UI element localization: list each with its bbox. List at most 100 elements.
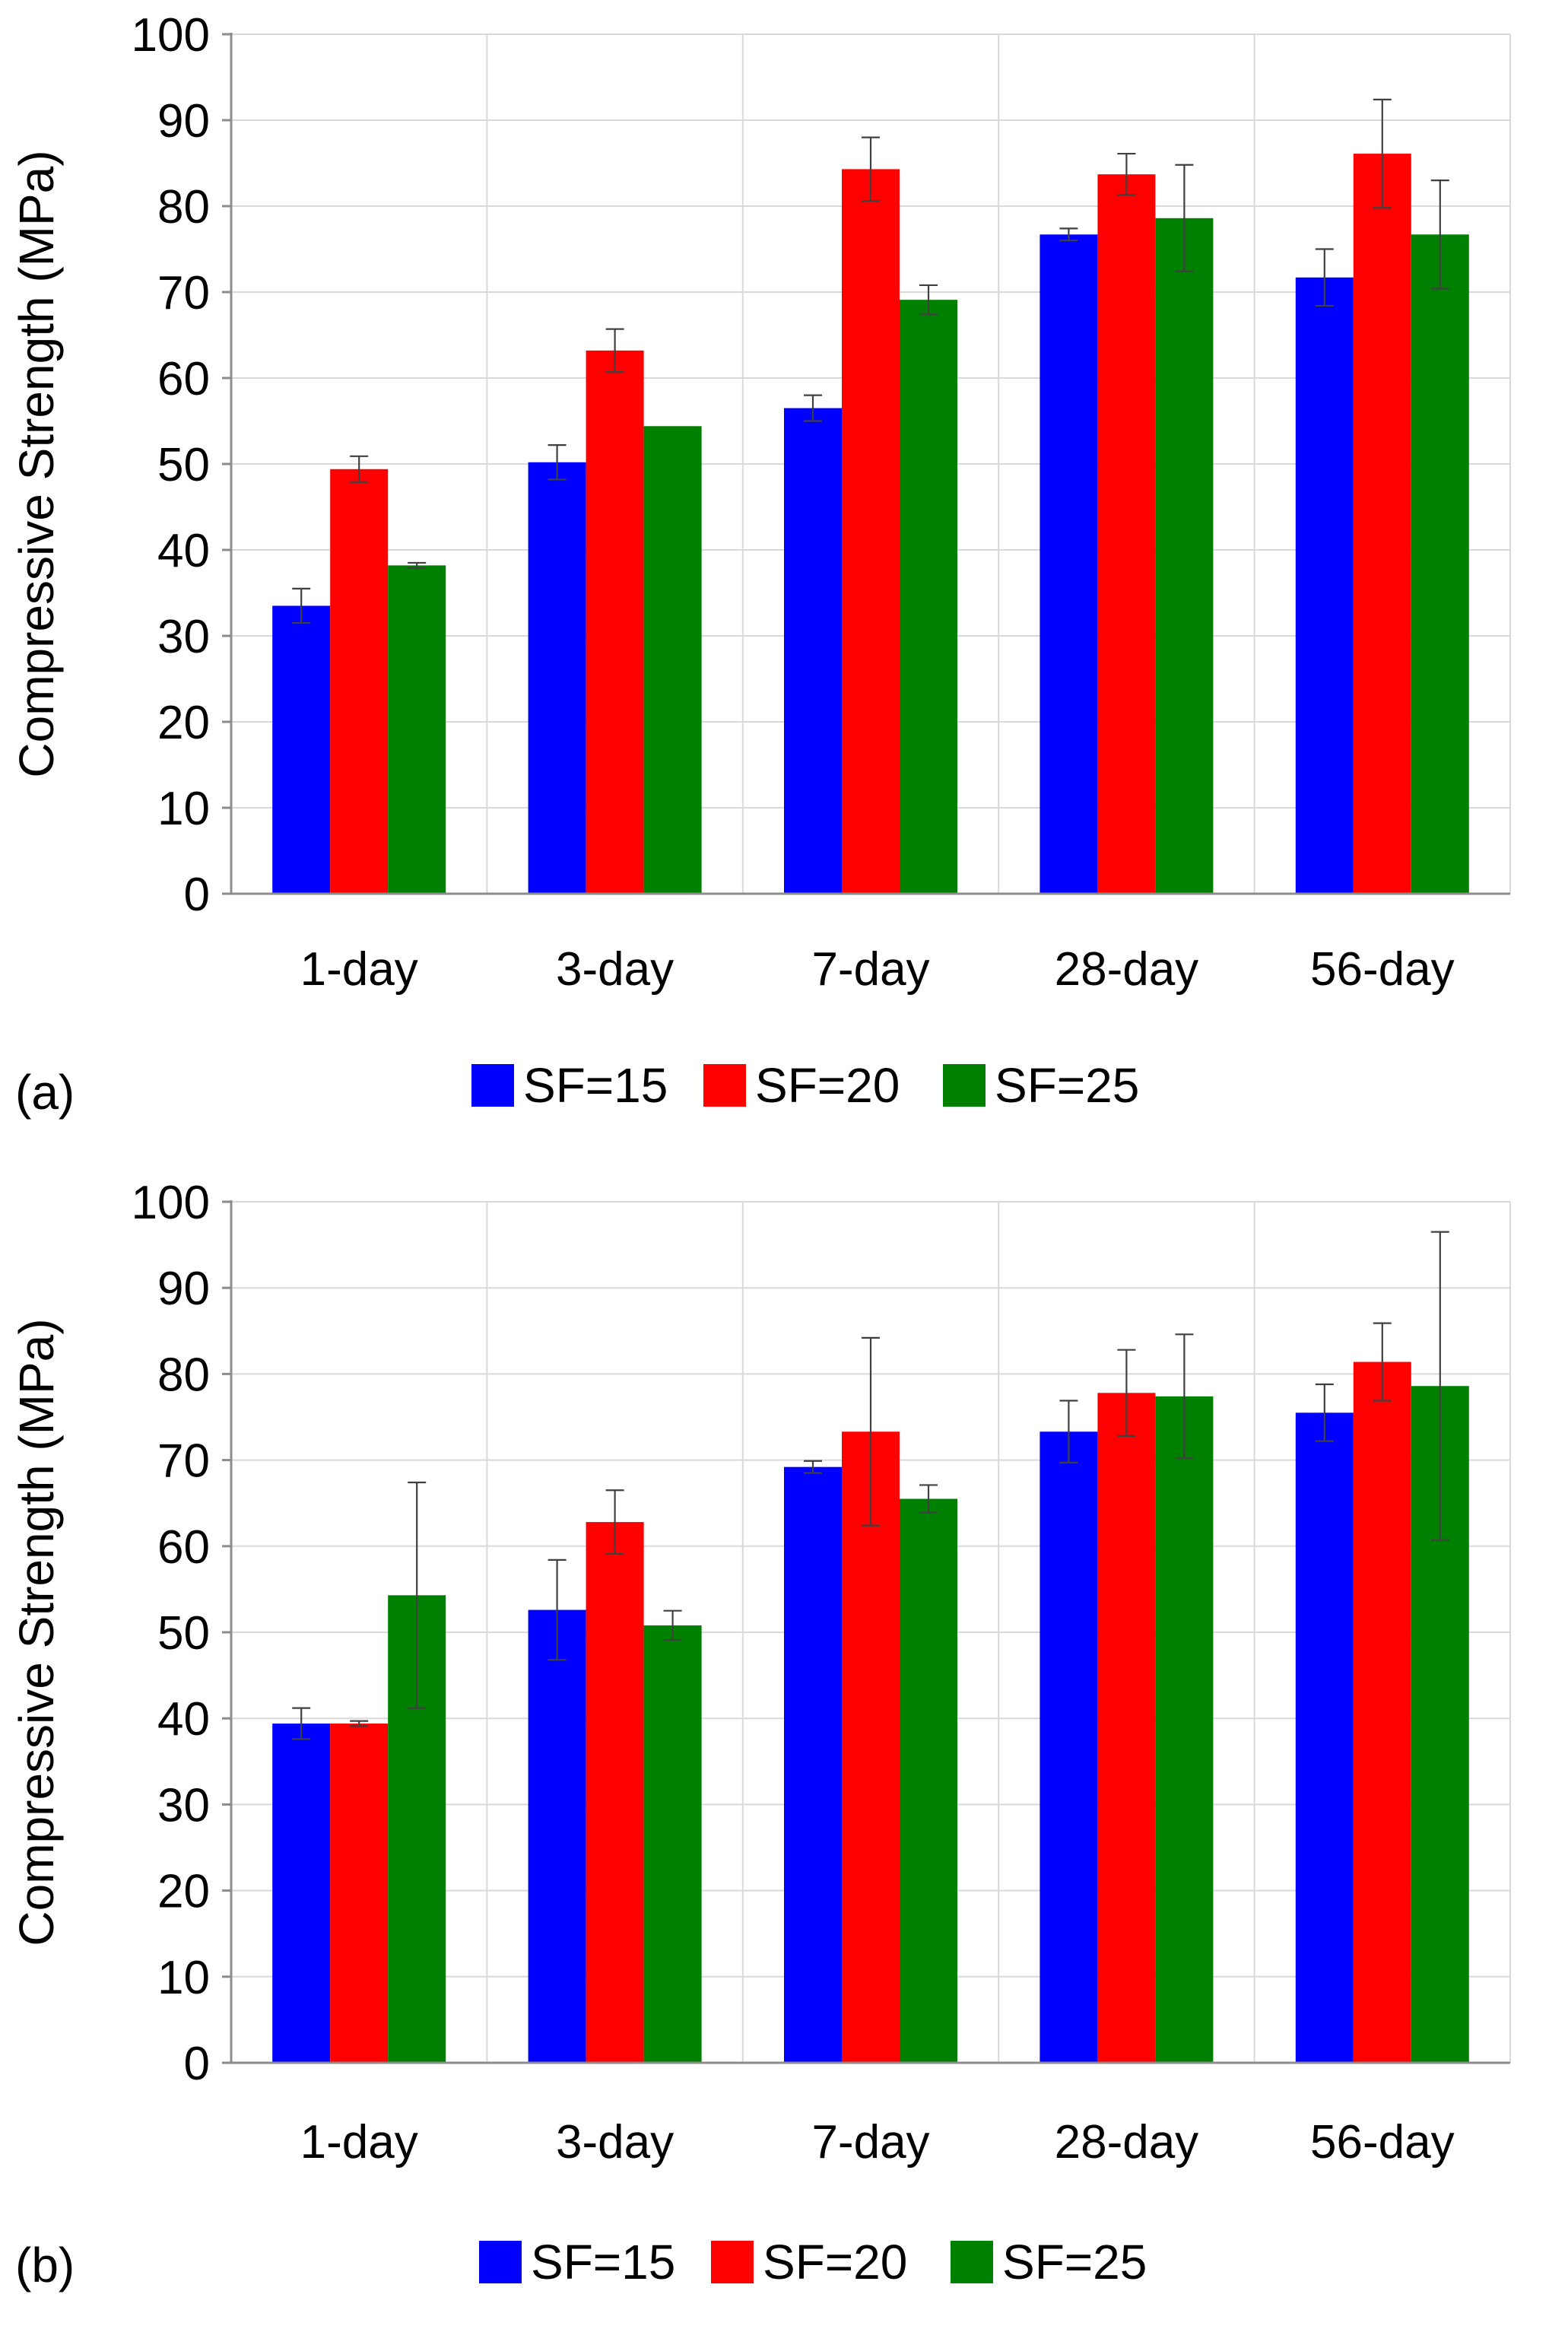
chart-b-legend-swatch-sf-25 xyxy=(951,2241,993,2283)
chart-b-bar-sf-20-3-day xyxy=(586,1522,644,2063)
chart-b-y-tick-label: 60 xyxy=(157,1521,210,1574)
chart-a-legend-label-sf-15: SF=15 xyxy=(523,1058,668,1113)
chart-b-bar-sf-25-28-day xyxy=(1155,1396,1214,2063)
chart-a-legend-label-sf-25: SF=25 xyxy=(995,1058,1139,1113)
chart-a-bar-sf-25-1-day xyxy=(388,565,446,894)
chart-b-errorbar-sf-25-1-day xyxy=(408,1481,427,1709)
chart-b-errorbar-sf-20-1-day xyxy=(350,1720,369,1727)
chart-b-errorbar-sf-15-3-day xyxy=(548,1558,567,1661)
chart-b-y-tick-label: 40 xyxy=(157,1693,210,1746)
chart-a-bar-sf-15-1-day xyxy=(272,605,331,894)
chart-a-errorbar-sf-20-1-day xyxy=(350,455,369,483)
chart-b-bar-sf-15-3-day xyxy=(528,1609,586,2063)
chart-a-legend-item-sf-15: SF=15 xyxy=(471,1058,668,1113)
chart-a-x-tick-label-7-day: 7-day xyxy=(811,943,929,996)
chart-a-legend-item-sf-20: SF=20 xyxy=(703,1058,900,1113)
chart-a-bar-sf-15-28-day xyxy=(1040,234,1098,894)
chart-a-errorbar-sf-15-56-day xyxy=(1315,248,1334,307)
chart-a-legend-label-sf-20: SF=20 xyxy=(755,1058,900,1113)
chart-a-errorbar-sf-15-28-day xyxy=(1059,227,1078,242)
chart-b-errorbar-sf-15-7-day xyxy=(804,1460,822,1474)
chart-a-errorbar-sf-15-1-day xyxy=(292,587,311,624)
chart-a-y-tick-label: 40 xyxy=(157,525,210,577)
chart-b-y-tick-label: 50 xyxy=(157,1607,210,1660)
chart-a-y-tick-label: 90 xyxy=(157,95,210,148)
chart-a-panel-label: (a) xyxy=(15,1065,75,1120)
chart-a-bar-sf-15-56-day xyxy=(1295,277,1354,894)
chart-b-y-tick-label: 90 xyxy=(157,1263,210,1315)
chart-b-bar-sf-20-7-day xyxy=(842,1431,900,2063)
chart-a-errorbar-sf-25-7-day xyxy=(919,284,938,316)
chart-a-y-tick-label: 80 xyxy=(157,181,210,234)
chart-a-bar-sf-20-7-day xyxy=(842,169,900,894)
chart-b-errorbar-sf-20-28-day xyxy=(1117,1349,1136,1438)
chart-b-y-tick-label: 20 xyxy=(157,1866,210,1918)
chart-a-legend-item-sf-25: SF=25 xyxy=(943,1058,1139,1113)
chart-a-y-tick-label: 50 xyxy=(157,439,210,491)
chart-b-legend-item-sf-25: SF=25 xyxy=(951,2235,1147,2289)
chart-a-bar-sf-20-56-day xyxy=(1353,154,1411,894)
chart-b-y-tick-label: 70 xyxy=(157,1435,210,1488)
chart-b-panel-label: (b) xyxy=(15,2238,75,2292)
chart-a-y-tick-label: 100 xyxy=(132,9,210,62)
chart-b-errorbar-sf-15-1-day xyxy=(292,1707,311,1740)
chart-b-x-tick-label-3-day: 3-day xyxy=(556,2116,674,2169)
chart-b-y-tick-label: 80 xyxy=(157,1349,210,1401)
chart-b-legend-swatch-sf-15 xyxy=(479,2241,522,2283)
chart-a-x-tick-label-56-day: 56-day xyxy=(1310,943,1455,996)
chart-b-errorbar-sf-25-3-day xyxy=(663,1609,682,1641)
chart-b-x-tick-label-28-day: 28-day xyxy=(1055,2116,1199,2169)
chart-a-errorbar-sf-20-3-day xyxy=(605,328,624,373)
chart-b-errorbar-sf-20-3-day xyxy=(605,1489,624,1555)
chart-a-legend: SF=15 SF=20 SF=25 xyxy=(471,1058,1139,1113)
chart-a-legend-swatch-sf-25 xyxy=(943,1064,986,1107)
chart-b-legend-label-sf-25: SF=25 xyxy=(1002,2235,1147,2289)
chart-b-errorbar-sf-20-56-day xyxy=(1373,1322,1392,1402)
chart-a-errorbar-sf-25-56-day xyxy=(1430,180,1449,290)
chart-b-y-tick-label: 10 xyxy=(157,1952,210,2004)
chart-a-y-axis-title: Compressive Strength (MPa) xyxy=(9,150,64,777)
chart-b-legend-item-sf-20: SF=20 xyxy=(711,2235,907,2289)
chart-a-y-tick-label: 70 xyxy=(157,267,210,319)
chart-a-legend-swatch-sf-20 xyxy=(703,1064,746,1107)
chart-a-bar-sf-20-28-day xyxy=(1097,174,1156,894)
chart-b-y-tick-label: 100 xyxy=(132,1177,210,1229)
chart-b-errorbar-sf-25-7-day xyxy=(919,1484,938,1514)
chart-b-errorbar-sf-25-28-day xyxy=(1175,1333,1194,1460)
chart-a-bar-sf-20-3-day xyxy=(586,350,644,894)
chart-b-bar-sf-15-56-day xyxy=(1295,1412,1354,2063)
chart-b-y-tick-label: 30 xyxy=(157,1779,210,1832)
chart-a-y-tick-label: 10 xyxy=(157,783,210,835)
chart-b-legend-item-sf-15: SF=15 xyxy=(479,2235,675,2289)
chart-a-y-tick-label: 0 xyxy=(184,869,210,921)
chart-a-errorbar-sf-20-7-day xyxy=(862,136,880,202)
chart-b-x-tick-label-56-day: 56-day xyxy=(1310,2116,1455,2169)
chart-a-errorbar-sf-15-7-day xyxy=(804,394,822,422)
chart-a-x-tick-label-3-day: 3-day xyxy=(556,943,674,996)
chart-b-x-tick-label-7-day: 7-day xyxy=(811,2116,929,2169)
chart-b-y-tick-label: 0 xyxy=(184,2038,210,2090)
chart-a-x-tick-label-28-day: 28-day xyxy=(1055,943,1199,996)
chart-a-bar-sf-15-7-day xyxy=(784,408,842,894)
chart-a-bar-sf-20-1-day xyxy=(330,469,389,894)
chart-a-bar-sf-15-3-day xyxy=(528,462,586,894)
chart-b-bar-sf-15-7-day xyxy=(784,1466,842,2063)
chart-a-x-tick-label-1-day: 1-day xyxy=(300,943,418,996)
chart-a-y-tick-label: 30 xyxy=(157,611,210,663)
chart-b-legend-swatch-sf-20 xyxy=(711,2241,754,2283)
chart-panel-a: 0 10 20 30 40 50 60 70 80 90 100 1-day 3-day 7-day 28-… xyxy=(9,9,1511,1120)
chart-b-legend-label-sf-20: SF=20 xyxy=(763,2235,907,2289)
chart-a-errorbar-sf-20-28-day xyxy=(1117,152,1136,196)
chart-a-y-tick-label: 60 xyxy=(157,353,210,405)
chart-a-errorbar-sf-15-3-day xyxy=(548,444,567,481)
chart-b-bar-sf-15-28-day xyxy=(1040,1431,1098,2063)
chart-b-bar-sf-20-1-day xyxy=(330,1723,389,2063)
chart-b-bar-sf-25-7-day xyxy=(900,1498,957,2063)
chart-b-errorbar-sf-15-56-day xyxy=(1315,1383,1334,1442)
chart-b-errorbar-sf-15-28-day xyxy=(1059,1400,1078,1464)
chart-b-legend: SF=15 SF=20 SF=25 xyxy=(479,2235,1147,2289)
chart-b-x-tick-label-1-day: 1-day xyxy=(300,2116,418,2169)
chart-b-legend-label-sf-15: SF=15 xyxy=(531,2235,675,2289)
chart-a-legend-swatch-sf-15 xyxy=(471,1064,514,1107)
